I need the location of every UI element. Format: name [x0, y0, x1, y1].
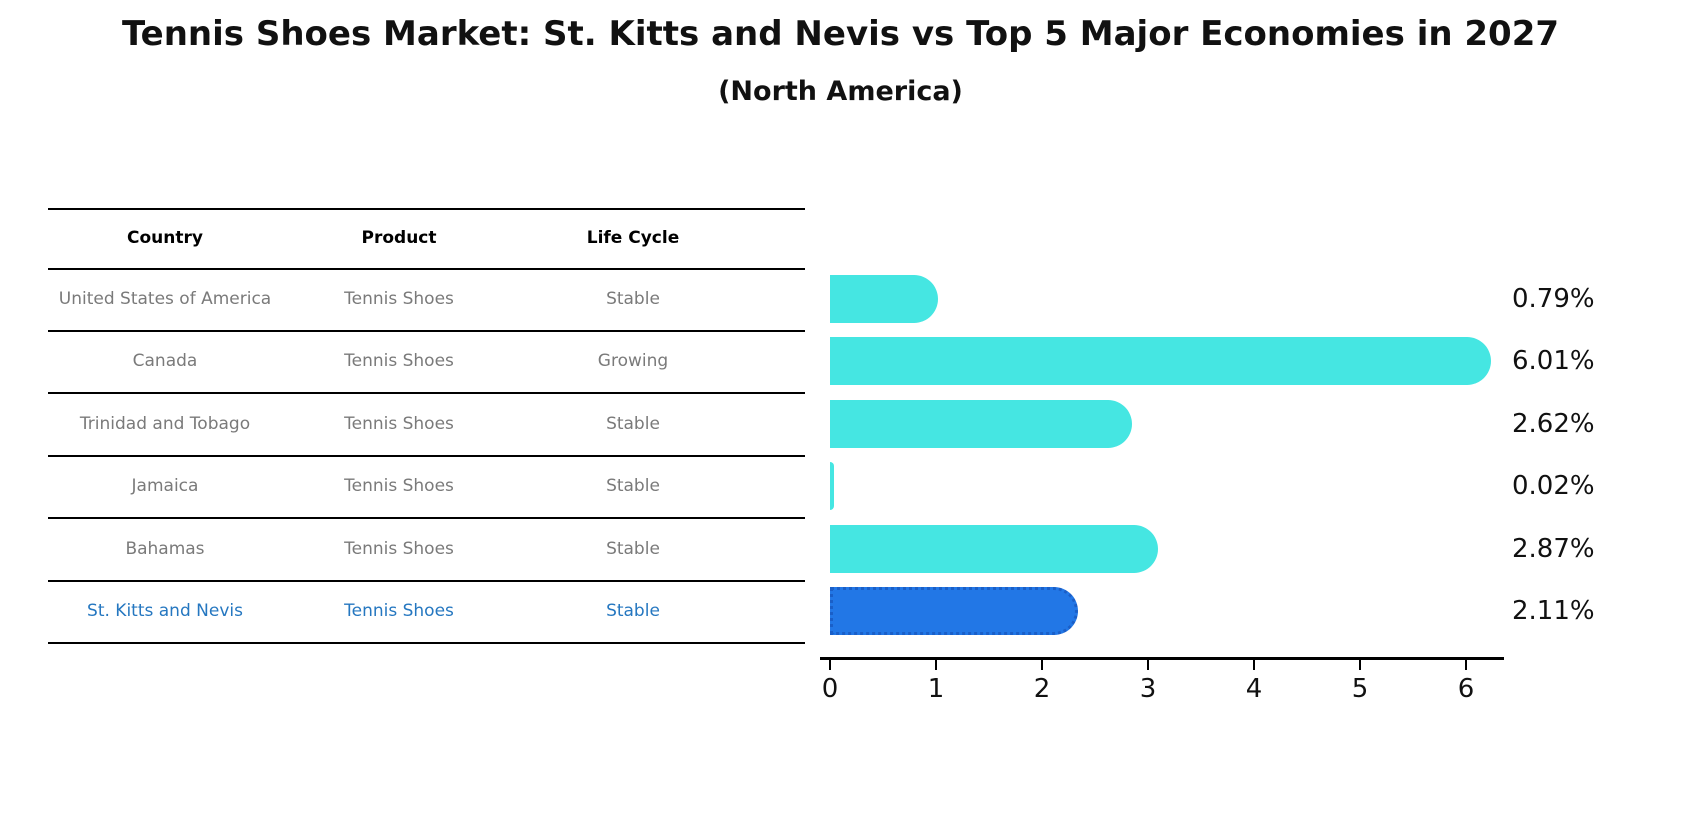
table-cell-product: Tennis Shoes	[344, 289, 454, 309]
table-cell-life-cycle: Stable	[606, 414, 660, 434]
bar-value-label: 2.87%	[1512, 534, 1595, 564]
x-axis-line	[820, 657, 1504, 660]
x-axis-tick	[1147, 660, 1149, 670]
bar-value-label: 2.11%	[1512, 596, 1595, 626]
table-cell-product: Tennis Shoes	[344, 601, 454, 621]
x-axis-tick	[1253, 660, 1255, 670]
table-cell-product: Tennis Shoes	[344, 414, 454, 434]
bar-3	[830, 462, 834, 510]
table-separator-line	[48, 208, 805, 210]
table-cell-country: Bahamas	[125, 539, 205, 559]
bar-0	[830, 275, 938, 323]
bar-value-label: 0.02%	[1512, 471, 1595, 501]
table-cell-product: Tennis Shoes	[344, 539, 454, 559]
bar-value-label: 2.62%	[1512, 409, 1595, 439]
x-axis-tick	[935, 660, 937, 670]
table-separator-line	[48, 642, 805, 644]
bar-2	[830, 400, 1132, 448]
x-axis-tick-label: 4	[1245, 674, 1263, 704]
table-cell-life-cycle: Stable	[606, 539, 660, 559]
table-header-life-cycle: Life Cycle	[586, 228, 680, 248]
x-axis-tick-label: 1	[927, 674, 945, 704]
bar-value-label: 0.79%	[1512, 284, 1595, 314]
table-separator-line	[48, 455, 805, 457]
x-axis-tick-label: 3	[1139, 674, 1157, 704]
x-axis-tick	[829, 660, 831, 670]
table-cell-country: Trinidad and Tobago	[79, 414, 251, 434]
bar-5	[830, 587, 1078, 635]
x-axis-tick	[1041, 660, 1043, 670]
chart-title: Tennis Shoes Market: St. Kitts and Nevis…	[121, 14, 1560, 54]
table-cell-life-cycle: Growing	[597, 351, 669, 371]
table-cell-product: Tennis Shoes	[344, 476, 454, 496]
table-cell-life-cycle: Stable	[606, 476, 660, 496]
table-separator-line	[48, 517, 805, 519]
table-cell-product: Tennis Shoes	[344, 351, 454, 371]
table-cell-life-cycle: Stable	[606, 289, 660, 309]
table-cell-life-cycle: Stable	[606, 601, 660, 621]
bar-4	[830, 525, 1158, 573]
table-cell-country: Canada	[132, 351, 198, 371]
x-axis-tick	[1359, 660, 1361, 670]
table-separator-line	[48, 392, 805, 394]
table-header-product: Product	[361, 228, 437, 248]
table-separator-line	[48, 330, 805, 332]
chart-subtitle: (North America)	[718, 76, 963, 107]
bar-1	[830, 337, 1491, 385]
x-axis-tick-label: 2	[1033, 674, 1051, 704]
x-axis-tick-label: 6	[1457, 674, 1475, 704]
bar-value-label: 6.01%	[1512, 346, 1595, 376]
x-axis-tick-label: 5	[1351, 674, 1369, 704]
x-axis-tick	[1465, 660, 1467, 670]
table-separator-line	[48, 580, 805, 582]
table-cell-country: Jamaica	[131, 476, 199, 496]
x-axis-tick-label: 0	[821, 674, 839, 704]
table-header-country: Country	[127, 228, 203, 248]
table-cell-country: St. Kitts and Nevis	[87, 601, 243, 621]
table-cell-country: United States of America	[58, 289, 272, 309]
table-separator-line	[48, 268, 805, 270]
